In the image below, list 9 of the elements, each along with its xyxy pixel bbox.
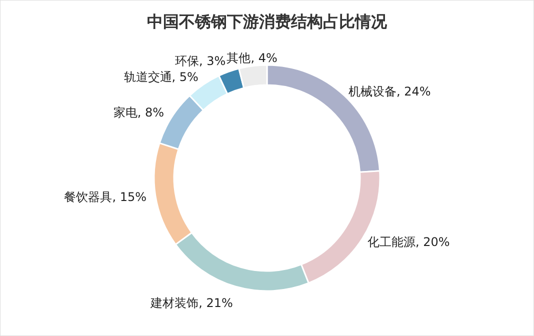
slice-label: 餐饮器具, 15% xyxy=(64,190,146,204)
slice-label: 其他, 4% xyxy=(226,50,278,65)
slice-label: 环保, 3% xyxy=(175,54,226,68)
slice-label: 轨道交通, 5% xyxy=(124,70,198,84)
slice-label: 机械设备, 24% xyxy=(348,84,431,98)
slice-label: 家电, 8% xyxy=(113,106,164,120)
chart-title: 中国不锈钢下游消费结构占比情况 xyxy=(147,12,388,31)
slice-label: 化工能源, 20% xyxy=(367,234,450,249)
slice-label: 建材装饰, 21% xyxy=(150,296,233,310)
